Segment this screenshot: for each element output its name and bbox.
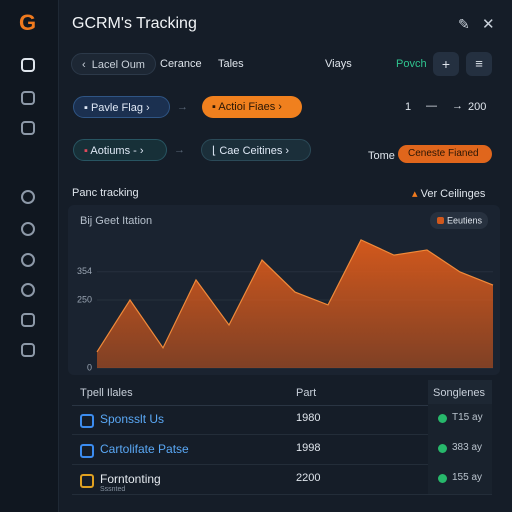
- row-note: Sssnted: [100, 486, 126, 493]
- row-divider: [72, 464, 492, 465]
- area: [97, 239, 493, 368]
- row-status: 383 ay: [452, 442, 483, 453]
- tab[interactable]: Viays: [325, 58, 352, 70]
- flow-step[interactable]: ▪ Pavle Flag ›: [73, 96, 170, 118]
- nav-icon[interactable]: [21, 190, 35, 204]
- pager-next[interactable]: →: [452, 100, 463, 112]
- row-divider: [72, 494, 492, 495]
- section-filter[interactable]: ▴ Ver Ceilinges: [412, 188, 486, 200]
- row-icon: [80, 414, 94, 428]
- y-tick-label: 354: [77, 266, 92, 276]
- nav-icon[interactable]: [21, 343, 35, 357]
- row-divider: [72, 434, 492, 435]
- legend-swatch: [437, 217, 444, 224]
- home-icon[interactable]: [21, 58, 35, 72]
- edit-button[interactable]: ✎: [458, 16, 470, 32]
- app-title: GCRM's Tracking: [72, 15, 197, 32]
- chart-title: Bij Geet Itation: [80, 215, 152, 227]
- logo: G: [19, 10, 37, 35]
- row-part: 1998: [296, 442, 321, 454]
- add-button[interactable]: +: [433, 52, 459, 76]
- pager-end: 200: [468, 101, 487, 113]
- row-name: Forntonting: [100, 472, 161, 486]
- nav-icon[interactable]: [21, 283, 35, 297]
- row-name: Cartolifate Patse: [100, 442, 189, 456]
- nav-icon[interactable]: [21, 121, 35, 135]
- row-part: 2200: [296, 472, 321, 484]
- sidebar: [0, 0, 59, 512]
- close-button[interactable]: ✕: [482, 16, 495, 33]
- status-dot: [438, 474, 447, 483]
- y-tick-label: 250: [77, 294, 92, 304]
- tab[interactable]: Cerance: [160, 58, 202, 70]
- nav-icon[interactable]: [21, 91, 35, 105]
- flow-label: Actioi Fiaes: [218, 101, 276, 113]
- chart: Bij Geet Itation Eeutiens 0 250 354: [77, 212, 494, 372]
- flow-arrow: →: [177, 101, 188, 113]
- nav-icon[interactable]: [21, 313, 35, 327]
- area-line: [96, 239, 494, 353]
- section-title: Panc tracking: [72, 187, 139, 199]
- flow-step[interactable]: ⌊ Cae Ceitines ›: [201, 139, 311, 161]
- status-dot: [438, 414, 447, 423]
- back-button[interactable]: ‹ Lacel Oum: [71, 53, 156, 75]
- row-icon: [80, 444, 94, 458]
- action-link[interactable]: Povch: [396, 58, 427, 70]
- table-header: Part: [296, 387, 317, 399]
- flow-label: Cae Ceitines: [219, 145, 283, 157]
- legend: [430, 212, 488, 229]
- tome-label: Tome: [368, 150, 395, 162]
- status-dot: [438, 444, 447, 453]
- pager-minus[interactable]: —: [426, 100, 437, 112]
- filter-label: Ver Ceilinges: [420, 188, 486, 200]
- table-header: Songlenes: [433, 387, 485, 399]
- row-status: T15 ay: [452, 412, 483, 423]
- nav-icon[interactable]: [21, 222, 35, 236]
- menu-button[interactable]: ≡: [466, 52, 492, 76]
- row-icon: [80, 474, 94, 488]
- chart-panel: Bij Geet Itation Eeutiens 0 250 354: [68, 205, 500, 375]
- flow-arrow: →: [174, 144, 185, 156]
- flow-label: Pavle Flag: [90, 102, 143, 114]
- legend-label: Eeutiens: [447, 215, 483, 225]
- nav-icon[interactable]: [21, 253, 35, 267]
- row-part: 1980: [296, 412, 321, 424]
- row-name: Sponsslt Us: [100, 412, 165, 426]
- flow-step[interactable]: ▪ Actioi Fiaes ›: [202, 96, 302, 118]
- table-header: Tpell Ilales: [80, 387, 133, 399]
- row-status: 155 ay: [452, 472, 483, 483]
- back-label: Lacel Oum: [91, 59, 145, 71]
- tome-button[interactable]: Ceneste Fianed: [398, 145, 492, 163]
- y-tick-label: 0: [87, 362, 92, 372]
- divider: [72, 405, 492, 406]
- pager-start: 1: [405, 101, 412, 113]
- flow-step[interactable]: ▪ Aotiums - ›: [73, 139, 167, 161]
- flow-label: Aotiums -: [90, 145, 137, 157]
- header-cell: [428, 380, 492, 406]
- tab[interactable]: Tales: [218, 58, 244, 70]
